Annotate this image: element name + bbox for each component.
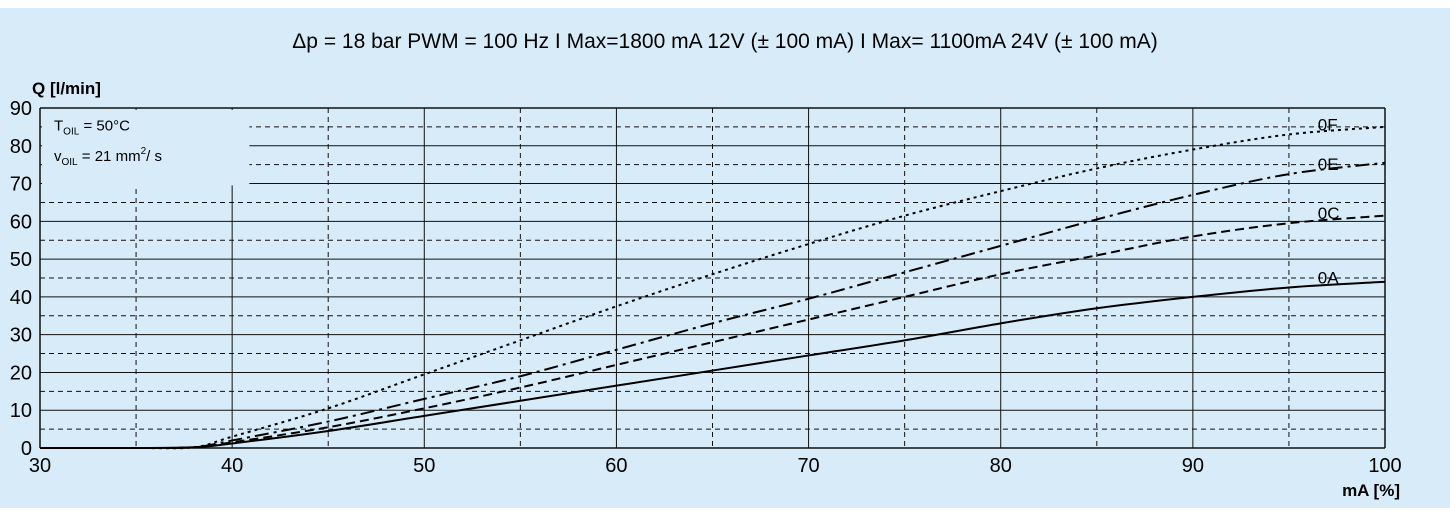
- x-tick-label: 90: [1182, 455, 1204, 477]
- chart-title: Δp = 18 bar PWM = 100 Hz I Max=1800 mA 1…: [292, 30, 1157, 53]
- y-tick-label: 60: [10, 211, 32, 233]
- y-tick-label: 50: [10, 249, 32, 271]
- series-label-0c: 0C: [1318, 204, 1340, 223]
- series-line-0e: [39, 161, 1386, 450]
- series-line-0f: [39, 125, 1386, 450]
- x-tick-label: 100: [1368, 455, 1401, 477]
- oil-viscosity-label: vOIL = 21 mm2/ s: [54, 146, 162, 168]
- conditions-background: [42, 110, 250, 186]
- series-label-0f: 0F: [1318, 115, 1338, 134]
- chart-panel: TOIL = 50°C vOIL = 21 mm2/ s 0 10 20 30 40 50…: [0, 8, 1450, 508]
- y-tick-label: 70: [10, 174, 32, 196]
- y-tick-label: 30: [10, 325, 32, 347]
- y-tick-label: 90: [10, 98, 32, 120]
- x-tick-label: 30: [29, 455, 51, 477]
- series-label-0a: 0A: [1318, 268, 1339, 287]
- flow-chart: TOIL = 50°C vOIL = 21 mm2/ s 0 10 20 30 40 50…: [10, 30, 1402, 500]
- conditions-box: TOIL = 50°C vOIL = 21 mm2/ s: [42, 110, 250, 186]
- x-tick-label: 80: [990, 455, 1012, 477]
- x-tick-label: 70: [797, 455, 819, 477]
- y-tick-label: 80: [10, 136, 32, 158]
- x-tick-label: 60: [605, 455, 627, 477]
- y-axis-label: Q [l/min]: [32, 79, 101, 98]
- series-labels: 0A 0C 0E 0F: [1318, 115, 1340, 287]
- series-line-0a: [39, 280, 1386, 450]
- tick-labels: 0 10 20 30 40 50 60 70 80 90 30 40 50 60 70 80 90 100: [10, 98, 1402, 477]
- x-tick-label: 50: [413, 455, 435, 477]
- x-axis-label: mA [%]: [1342, 481, 1400, 500]
- y-tick-label: 40: [10, 287, 32, 309]
- y-tick-label: 20: [10, 362, 32, 384]
- series-line-0c: [39, 214, 1386, 450]
- y-tick-label: 0: [21, 438, 32, 460]
- oil-temperature-label: TOIL = 50°C: [54, 118, 130, 138]
- x-tick-label: 40: [221, 455, 243, 477]
- grid: [39, 107, 1386, 449]
- series-group: [39, 125, 1386, 450]
- y-tick-label: 10: [10, 400, 32, 422]
- series-label-0e: 0E: [1318, 155, 1339, 174]
